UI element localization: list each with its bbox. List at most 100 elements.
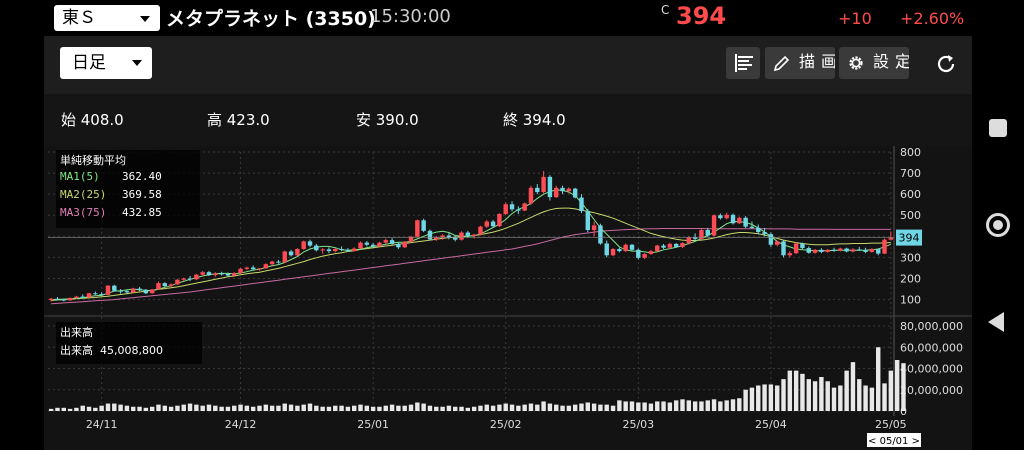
ma1-name: MA1(5) xyxy=(60,170,100,183)
volume-bar xyxy=(478,405,483,411)
ma-legend-title: 単純移動平均 xyxy=(60,154,126,167)
back-icon[interactable] xyxy=(988,312,1004,332)
candle-body xyxy=(74,296,79,298)
gear-icon xyxy=(849,56,863,70)
volume-bar xyxy=(762,384,767,411)
candle-body xyxy=(711,215,717,236)
volume-bar xyxy=(408,404,414,411)
volume-bar xyxy=(415,402,420,411)
volume-legend: 出来高 出来高 45,008,800 xyxy=(56,322,202,364)
volume-bar xyxy=(863,385,868,411)
volume-bar xyxy=(55,407,60,411)
candle-body xyxy=(547,176,553,198)
candle-body xyxy=(610,248,616,256)
stock-chart[interactable]: 80070060050040030020010080,000,00060,000… xyxy=(44,146,972,450)
volume-bar xyxy=(554,404,559,411)
candle-body xyxy=(541,176,546,193)
close-value: 終 394.0 xyxy=(503,111,566,129)
x-tick-label: 25/05 xyxy=(875,418,907,431)
current-price: 394 xyxy=(676,2,727,30)
candle-body xyxy=(295,248,300,256)
volume-bar xyxy=(118,404,123,411)
candle-body xyxy=(629,244,635,250)
volume-bar xyxy=(756,385,761,411)
draw-button[interactable]: 描画 xyxy=(765,47,835,79)
candle-body xyxy=(516,209,521,211)
volume-bar xyxy=(143,407,149,411)
home-icon[interactable] xyxy=(986,213,1010,237)
volume-bar xyxy=(238,404,243,411)
volume-bar xyxy=(857,379,862,411)
volume-bar xyxy=(326,406,332,411)
volume-bar xyxy=(61,407,66,411)
volume-bar xyxy=(484,404,489,411)
candle-body xyxy=(345,249,351,252)
candle-body xyxy=(876,248,881,254)
volume-tick-label: 40,000,000 xyxy=(900,363,963,376)
stock-name: メタプラネット (3350) xyxy=(166,8,376,30)
period-select[interactable]: 日足 xyxy=(60,47,152,79)
market-select[interactable]: 東Ｓ xyxy=(54,5,160,31)
ohlc-summary: 始 408.0 高 423.0 安 390.0 終 394.0 xyxy=(44,94,972,146)
candle-body xyxy=(370,244,376,247)
volume-bar xyxy=(680,399,685,411)
indicator-list-button[interactable] xyxy=(726,47,760,79)
candle-body xyxy=(497,213,502,227)
system-nav-bar xyxy=(972,0,1024,450)
volume-bar xyxy=(882,383,887,411)
candle-body xyxy=(888,237,894,240)
candle-body xyxy=(105,285,111,295)
volume-bar xyxy=(743,389,748,411)
draw-label: 描画 xyxy=(799,52,835,71)
candle-body xyxy=(768,234,774,245)
volume-bar xyxy=(471,406,477,411)
candle-body xyxy=(554,187,559,198)
candle-body xyxy=(200,272,205,275)
price-tick-label: 300 xyxy=(900,251,921,264)
candle-body xyxy=(408,236,414,242)
candle-body xyxy=(326,249,332,252)
candle-body xyxy=(314,245,319,251)
candle-body xyxy=(642,254,647,258)
ma-legend: 単純移動平均 MA1(5) 362.40 MA2(25) 369.58 MA3(75… xyxy=(56,150,200,228)
recent-apps-icon[interactable] xyxy=(989,119,1007,137)
candle-body xyxy=(484,221,489,227)
candle-body xyxy=(364,242,370,245)
period-label: 日足 xyxy=(72,53,106,73)
volume-bar xyxy=(800,373,805,411)
candle-body xyxy=(655,245,660,252)
volume-bar xyxy=(667,402,673,411)
candle-body xyxy=(863,250,868,252)
candle-body xyxy=(118,290,123,292)
last-price-tag-bg xyxy=(896,229,922,246)
candle-body xyxy=(566,188,572,192)
volume-tick-label: 0 xyxy=(900,405,907,418)
price-tick-label: 100 xyxy=(900,294,921,307)
volume-bar xyxy=(793,370,799,411)
candle-body xyxy=(427,230,433,240)
candle-body xyxy=(812,249,818,253)
volume-bar xyxy=(99,405,104,411)
candle-body xyxy=(749,226,755,228)
volume-bar xyxy=(124,405,130,411)
volume-bar xyxy=(623,401,628,411)
candle-body xyxy=(213,273,218,276)
settings-button[interactable]: 設定 xyxy=(839,47,909,79)
price-tick-label: 600 xyxy=(900,188,921,201)
volume-bar xyxy=(257,405,262,411)
volume-bar xyxy=(263,404,269,411)
candle-body xyxy=(232,273,237,276)
candle-body xyxy=(434,237,439,240)
volume-bar xyxy=(314,405,319,411)
candle-body xyxy=(86,293,92,298)
chart-canvas[interactable]: 80070060050040030020010080,000,00060,000… xyxy=(44,146,972,450)
market-label: 東Ｓ xyxy=(62,8,96,28)
volume-bar xyxy=(48,408,54,411)
candle-body xyxy=(730,214,736,224)
candle-body xyxy=(636,249,641,258)
refresh-icon[interactable] xyxy=(934,52,958,76)
candle-body xyxy=(522,203,527,211)
candle-body xyxy=(838,248,843,251)
candle-body xyxy=(667,243,673,248)
volume-bar xyxy=(86,406,92,411)
